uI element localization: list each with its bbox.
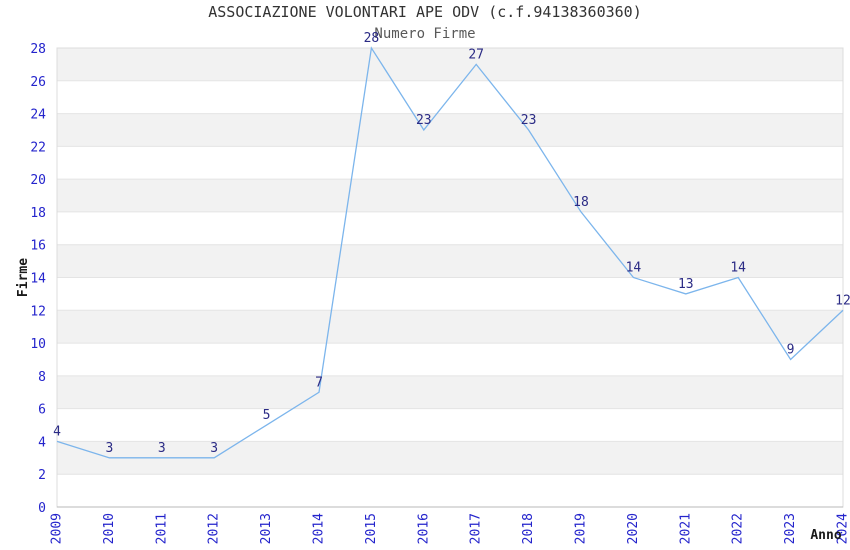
y-tick-label: 26: [30, 75, 46, 90]
y-tick-label: 18: [30, 206, 46, 221]
chart-subtitle: Numero Firme: [374, 26, 476, 42]
x-tick-label: 2019: [574, 513, 589, 544]
x-tick-label: 2022: [731, 513, 746, 544]
data-point-label: 7: [315, 375, 323, 390]
y-axis-title: Firme: [16, 258, 31, 297]
x-tick-label: 2017: [469, 513, 484, 544]
data-point-label: 5: [263, 408, 271, 423]
grid-stripe: [57, 179, 843, 212]
y-tick-label: 14: [30, 272, 46, 287]
data-point-label: 28: [364, 31, 380, 46]
data-point-label: 3: [158, 441, 166, 456]
series-line: [56, 46, 844, 459]
y-tick-label: 22: [30, 140, 46, 155]
x-tick-label: 2020: [626, 513, 641, 544]
y-tick-label: 24: [30, 108, 46, 123]
x-tick-label: 2009: [50, 513, 65, 544]
x-tick-label: 2021: [678, 513, 693, 544]
y-tick-label: 8: [38, 370, 46, 385]
grid-stripe: [57, 310, 843, 344]
y-tick-label: 6: [38, 403, 46, 418]
y-tick-label: 20: [30, 173, 46, 188]
x-tick-label: 2010: [102, 513, 117, 544]
data-point-label: 13: [678, 277, 694, 292]
data-point-label: 27: [468, 47, 484, 62]
y-tick-label: 28: [30, 42, 46, 57]
data-point-label: 18: [573, 195, 589, 210]
y-tick-label: 12: [30, 304, 46, 319]
data-point-label: 4: [53, 424, 61, 439]
grid-stripe: [57, 375, 843, 409]
data-point-label: 3: [105, 441, 113, 456]
y-tick-label: 2: [38, 468, 46, 483]
grid-stripe: [57, 244, 843, 278]
y-tick-label: 0: [38, 501, 46, 516]
x-tick-label: 2015: [364, 513, 379, 544]
data-point-label: 23: [521, 113, 537, 128]
data-point-label: 23: [416, 113, 432, 128]
data-point-label: 14: [730, 261, 746, 276]
data-point-label: 12: [835, 293, 850, 308]
x-axis-title: Anno: [810, 528, 841, 543]
x-tick-label: 2013: [259, 513, 274, 544]
data-point-label: 3: [210, 441, 218, 456]
data-point-label: 14: [626, 261, 642, 276]
data-point-label: 9: [787, 342, 795, 357]
x-tick-label: 2012: [207, 513, 222, 544]
grid-stripe: [57, 48, 843, 81]
y-tick-label: 16: [30, 239, 46, 254]
x-tick-label: 2014: [312, 513, 327, 544]
x-tick-label: 2016: [416, 513, 431, 544]
x-tick-label: 2018: [521, 513, 536, 544]
chart-title: ASSOCIAZIONE VOLONTARI APE ODV (c.f.9413…: [208, 3, 642, 21]
y-tick-label: 10: [30, 337, 46, 352]
grid-stripe: [57, 113, 843, 147]
y-tick-label: 4: [38, 435, 46, 450]
x-tick-label: 2024: [836, 513, 850, 544]
x-tick-label: 2011: [154, 513, 169, 544]
x-tick-label: 2023: [783, 513, 798, 544]
